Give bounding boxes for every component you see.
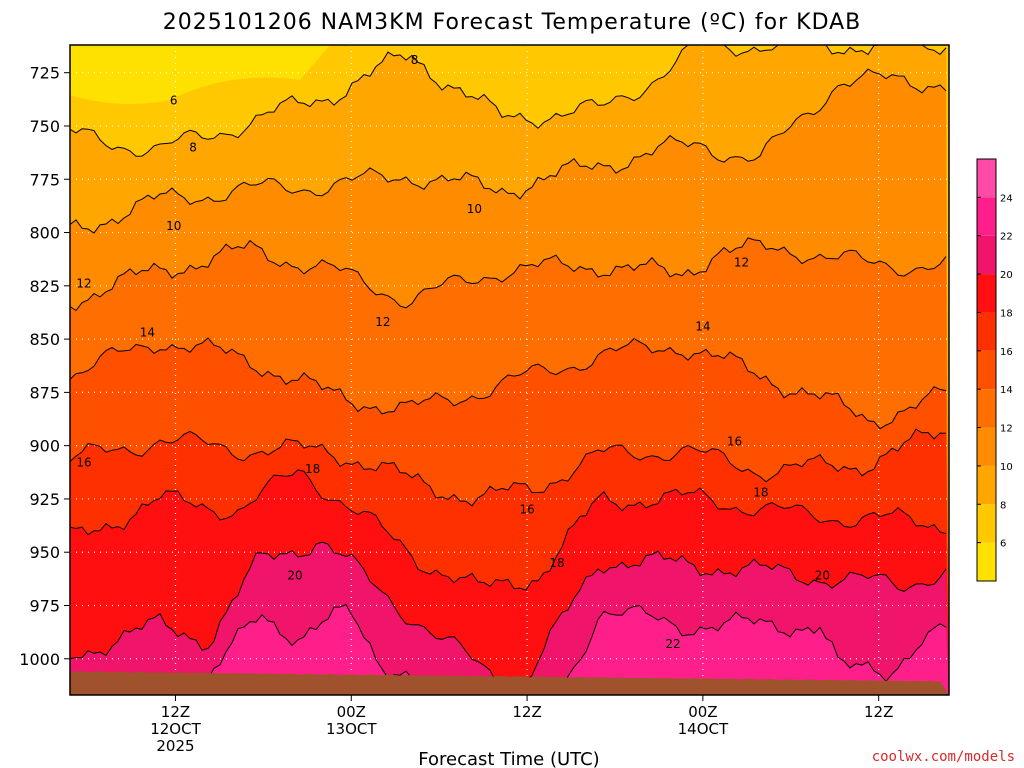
colorbar-label: 20 xyxy=(1000,270,1013,281)
y-tick-label: 825 xyxy=(29,277,60,296)
y-tick-label: 800 xyxy=(29,224,60,243)
contour-label: 12 xyxy=(734,255,749,269)
gridlines xyxy=(70,45,949,695)
y-tick-label: 750 xyxy=(29,117,60,136)
temperature-bands xyxy=(70,45,949,695)
colorbar-label: 14 xyxy=(1000,385,1013,396)
colorbar-label: 18 xyxy=(1000,308,1013,319)
colorbar-swatch xyxy=(977,350,996,390)
isotherm-16 xyxy=(70,428,947,507)
contour-label: 18 xyxy=(549,556,564,570)
y-tick-label: 1000 xyxy=(19,650,60,669)
x-tick-label: 00Z xyxy=(337,703,366,721)
plot-frame xyxy=(69,44,950,696)
x-tick-label: 12Z xyxy=(161,703,190,721)
credit-text[interactable]: coolwx.com/models xyxy=(872,749,1015,765)
isotherm-14 xyxy=(70,337,947,430)
plot-area: 8 6 8 10 10 12 12 12 14 14 16 16 16 18 18 18 20 20 22 xyxy=(70,45,949,695)
contour-label: 12 xyxy=(375,315,390,329)
colorbar-label: 16 xyxy=(1000,347,1013,358)
colorbar: 6 8 10 12 14 16 18 20 22 24 xyxy=(976,158,1013,582)
contour-label: 16 xyxy=(519,503,534,517)
x-tick-label: 12Z xyxy=(864,703,893,721)
contour-label: 16 xyxy=(727,434,742,448)
colorbar-label: 6 xyxy=(1000,539,1006,550)
colorbar-swatch xyxy=(977,389,996,428)
colorbar-label: 12 xyxy=(1000,424,1013,435)
contour-label: 10 xyxy=(166,219,181,233)
colorbar-swatch xyxy=(977,504,996,543)
y-tick-label: 975 xyxy=(29,596,60,615)
y-tick-label: 925 xyxy=(29,490,60,509)
contour-label: 12 xyxy=(76,277,91,291)
y-tick-label: 725 xyxy=(29,64,60,83)
band-6 xyxy=(70,45,330,104)
contour-label: 18 xyxy=(305,462,320,476)
contour-label: 22 xyxy=(665,637,680,651)
colorbar-swatch xyxy=(977,427,996,466)
contour-label: 8 xyxy=(411,53,419,67)
y-tick-label: 875 xyxy=(29,383,60,402)
y-tick-label: 775 xyxy=(29,170,60,189)
isotherm-12 xyxy=(70,237,947,312)
x-tick-label: 12OCT xyxy=(150,720,201,738)
contour-label: 16 xyxy=(76,456,91,470)
x-tick-label: 14OCT xyxy=(678,720,729,738)
colorbar-swatch xyxy=(977,159,996,198)
band-above-22 xyxy=(70,604,949,695)
y-tick-label: 950 xyxy=(29,543,60,562)
contour-label: 8 xyxy=(189,140,197,154)
contour-labels: 8 6 8 10 10 12 12 12 14 14 16 16 16 18 18 18 20 20 22 xyxy=(76,53,830,651)
contour-label: 14 xyxy=(695,319,710,333)
isotherm-18 xyxy=(70,469,947,591)
colorbar-swatch xyxy=(977,465,996,505)
colorbar-swatch xyxy=(977,312,996,351)
ground xyxy=(70,671,949,695)
y-tick-label: 850 xyxy=(29,330,60,349)
colorbar-frame xyxy=(976,158,997,582)
isotherm-8 xyxy=(70,45,947,157)
y-axis: 725 750 775 800 825 850 875 900 925 950 975 1000 xyxy=(19,64,70,669)
colorbar-swatch xyxy=(977,542,996,581)
colorbar-label: 22 xyxy=(1000,232,1013,243)
colorbar-label: 8 xyxy=(1000,500,1006,511)
x-tick-label: 00Z xyxy=(688,703,717,721)
isotherm-10 xyxy=(70,68,947,234)
y-tick-label: 900 xyxy=(29,437,60,456)
colorbar-swatch xyxy=(977,274,996,313)
x-tick-label: 13OCT xyxy=(326,720,377,738)
contour-label: 6 xyxy=(170,93,178,107)
colorbar-label: 24 xyxy=(1000,193,1013,204)
contour-label: 20 xyxy=(287,569,302,583)
colorbar-swatch xyxy=(977,197,996,236)
colorbar-label: 10 xyxy=(1000,462,1013,473)
x-tick-label: 2025 xyxy=(156,737,194,755)
contour-label: 10 xyxy=(467,202,482,216)
chart-title: 2025101206 NAM3KM Forecast Temperature (… xyxy=(163,10,862,35)
x-tick-label: 12Z xyxy=(512,703,541,721)
contour-label: 20 xyxy=(815,569,830,583)
x-axis-title: Forecast Time (UTC) xyxy=(418,749,599,768)
colorbar-swatch xyxy=(977,235,996,275)
contour-label: 14 xyxy=(140,326,155,340)
contour-label: 18 xyxy=(753,486,768,500)
